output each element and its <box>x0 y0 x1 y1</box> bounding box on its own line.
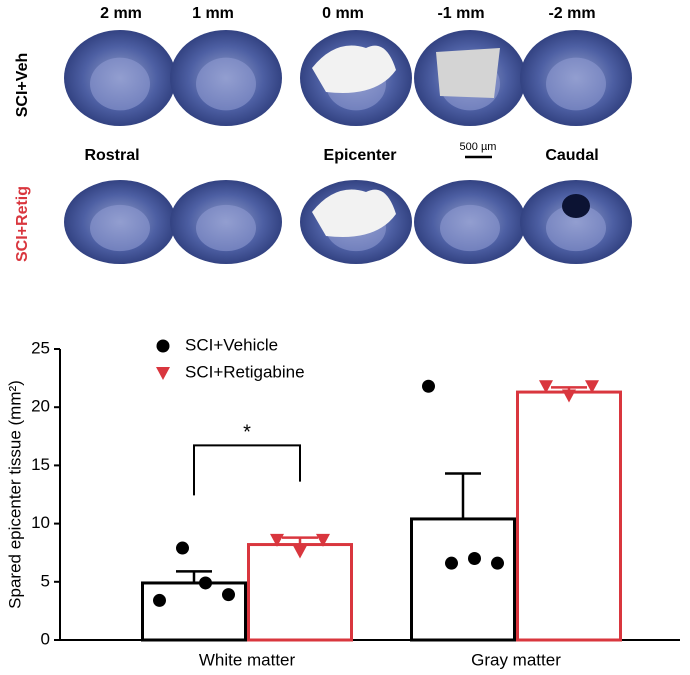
legend-label: SCI+Retigabine <box>185 362 305 381</box>
data-point <box>491 556 504 570</box>
scale-bar-label: 500 µm <box>460 141 497 153</box>
y-tick-label: 20 <box>31 397 50 416</box>
bar <box>410 517 516 642</box>
data-point <box>539 380 553 394</box>
column-label: -2 mm <box>548 5 595 22</box>
data-point <box>585 380 599 394</box>
data-point <box>422 379 435 393</box>
y-tick-label: 10 <box>31 513 50 532</box>
x-tick-label: White matter <box>199 650 296 669</box>
data-point <box>270 533 284 547</box>
y-tick-label: 25 <box>31 338 50 357</box>
bar-chart: 0 5 10 15 20 25 Spared epicenter tissue (mm²) W… <box>5 335 680 669</box>
y-axis-label: Spared epicenter tissue (mm²) <box>5 380 24 609</box>
cavity <box>436 48 500 98</box>
significance-label: * <box>243 422 251 444</box>
bar <box>247 543 353 642</box>
y-tick-label: 15 <box>31 455 50 474</box>
data-point <box>222 588 235 602</box>
gray-matter <box>440 204 500 252</box>
legend-marker <box>156 339 170 353</box>
y-tick-label: 0 <box>41 629 50 648</box>
gray-matter <box>546 204 606 252</box>
tissue-images <box>64 30 632 264</box>
bar <box>516 390 622 642</box>
lesion <box>562 194 590 218</box>
data-point <box>176 541 189 555</box>
x-tick-label: Gray matter <box>471 650 561 669</box>
region-label: Caudal <box>545 147 598 164</box>
legend-label: SCI+Vehicle <box>185 335 278 354</box>
cavity <box>312 189 396 238</box>
region-label: Rostral <box>84 147 139 164</box>
gray-matter <box>90 57 150 111</box>
cavity <box>312 45 396 94</box>
data-point <box>153 593 166 607</box>
region-label: Epicenter <box>324 147 397 164</box>
significance-bracket <box>193 444 301 496</box>
gray-matter <box>196 204 256 252</box>
column-label: 2 mm <box>100 5 142 22</box>
column-label: 0 mm <box>322 5 364 22</box>
row-label: SCI+Retig <box>14 186 31 262</box>
column-label: 1 mm <box>192 5 234 22</box>
data-point <box>468 552 481 566</box>
data-point <box>293 545 307 559</box>
y-tick-label: 5 <box>41 571 50 590</box>
gray-matter <box>546 57 606 111</box>
data-point <box>316 533 330 547</box>
gray-matter <box>90 204 150 252</box>
data-point <box>199 576 212 590</box>
legend-marker <box>156 367 170 380</box>
column-label: -1 mm <box>437 5 484 22</box>
data-point <box>562 389 576 403</box>
gray-matter <box>196 57 256 111</box>
row-label: SCI+Veh <box>14 53 31 117</box>
data-point <box>445 556 458 570</box>
